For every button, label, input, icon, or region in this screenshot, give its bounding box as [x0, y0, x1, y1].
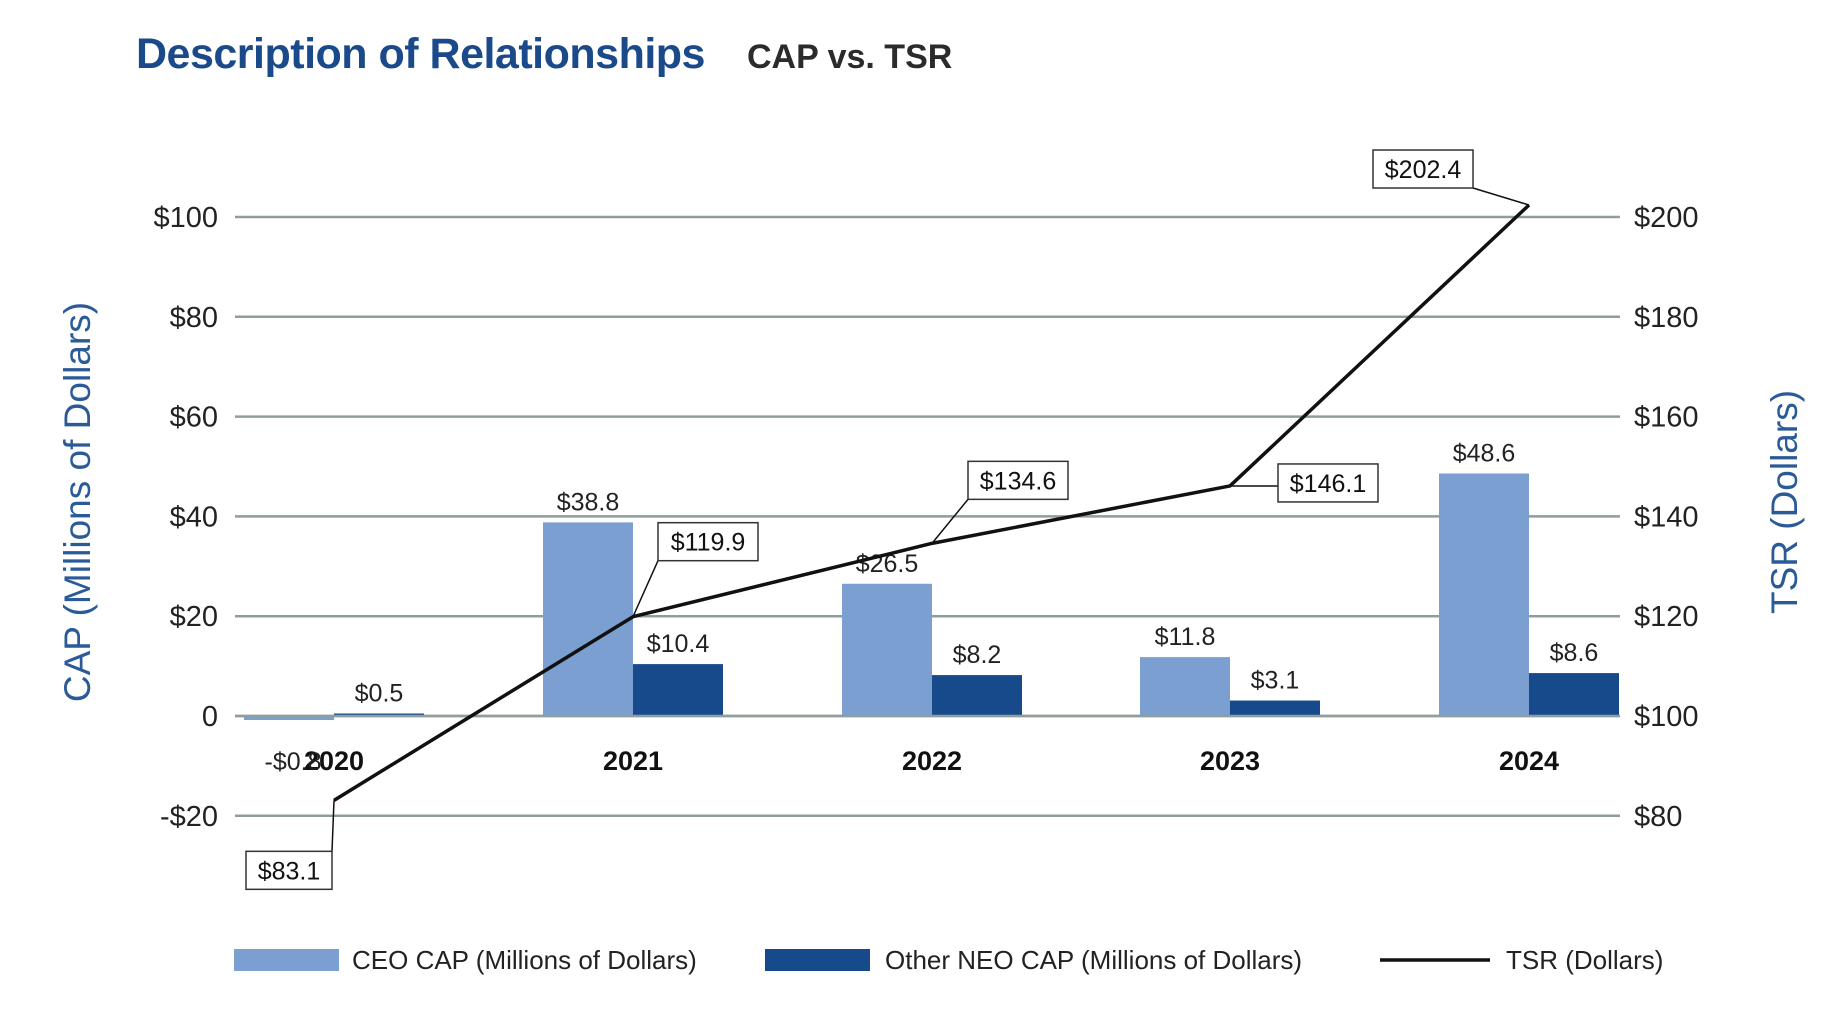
tsr-callout-box [1277, 463, 1379, 503]
right-tick-label: $180 [1634, 302, 1699, 334]
legend-tsr-label: TSR (Dollars) [1506, 945, 1663, 975]
ceo-cap-bar [1140, 657, 1230, 716]
tsr-callout-box [245, 850, 333, 891]
year-label: 2021 [603, 746, 663, 776]
year-label: 2022 [902, 746, 962, 776]
tsr-callout-box [1372, 149, 1474, 189]
chart-header: Description of Relationships CAP vs. TSR [136, 30, 952, 79]
neo-cap-value-label: $0.5 [355, 680, 404, 708]
tsr-callout-leader [931, 498, 969, 544]
ceo-cap-value-label: $38.8 [557, 488, 620, 516]
year-label: 2023 [1200, 746, 1260, 776]
neo-cap-value-label: $8.6 [1550, 639, 1599, 667]
ceo-cap-bar [1439, 473, 1529, 716]
year-label: 2020 [304, 746, 364, 776]
neo-cap-bar [1529, 673, 1619, 716]
tsr-callout-leader [1472, 187, 1530, 206]
tsr-callout-box [657, 521, 759, 562]
left-tick-label: -$20 [160, 801, 218, 833]
neo-cap-value-label: $3.1 [1251, 667, 1300, 695]
neo-cap-value-label: $10.4 [647, 630, 710, 658]
right-tick-label: $140 [1634, 501, 1699, 533]
year-label: 2024 [1499, 746, 1559, 776]
tsr-value-label: $146.1 [1290, 470, 1366, 498]
ceo-cap-bar [244, 716, 334, 720]
tsr-value-label: $119.9 [671, 529, 746, 557]
ceo-cap-value-label: -$0.8 [265, 748, 322, 776]
tsr-value-label: $134.6 [980, 467, 1056, 495]
neo-cap-bar [633, 664, 723, 716]
ceo-cap-bar [842, 583, 932, 716]
legend-neo-swatch [765, 949, 870, 971]
ceo-cap-bar [543, 522, 633, 716]
tsr-value-label: $202.4 [1385, 156, 1462, 184]
ceo-cap-value-label: $48.6 [1453, 439, 1516, 467]
left-tick-label: $20 [170, 601, 218, 633]
right-tick-label: $100 [1634, 701, 1699, 733]
tsr-value-label: $83.1 [258, 857, 321, 885]
left-tick-label: $40 [170, 501, 218, 533]
right-tick-label: $160 [1634, 402, 1699, 434]
neo-cap-value-label: $8.2 [953, 641, 1002, 669]
right-tick-label: $200 [1634, 202, 1699, 234]
left-tick-label: $80 [170, 302, 218, 334]
right-axis-title: TSR (Dollars) [1764, 390, 1805, 614]
neo-cap-bar [932, 675, 1022, 716]
chart-subtitle: CAP vs. TSR [746, 38, 953, 76]
tsr-callout-leader [632, 560, 659, 618]
right-tick-label: $80 [1634, 801, 1682, 833]
neo-cap-bar [1230, 700, 1320, 716]
ceo-cap-value-label: $11.8 [1155, 623, 1216, 651]
tsr-callout-box [967, 460, 1069, 501]
right-tick-label: $120 [1634, 601, 1699, 633]
left-tick-label: 0 [202, 701, 218, 733]
left-tick-label: $100 [153, 202, 218, 234]
left-tick-label: $60 [170, 402, 218, 434]
legend-neo-label: Other NEO CAP (Millions of Dollars) [885, 945, 1302, 975]
legend-ceo-swatch [234, 949, 339, 971]
legend-ceo-label: CEO CAP (Millions of Dollars) [352, 945, 697, 975]
left-axis-title: CAP (Millions of Dollars) [57, 302, 98, 702]
page-title: Description of Relationships [136, 30, 705, 78]
tsr-callout-leader [331, 800, 335, 852]
